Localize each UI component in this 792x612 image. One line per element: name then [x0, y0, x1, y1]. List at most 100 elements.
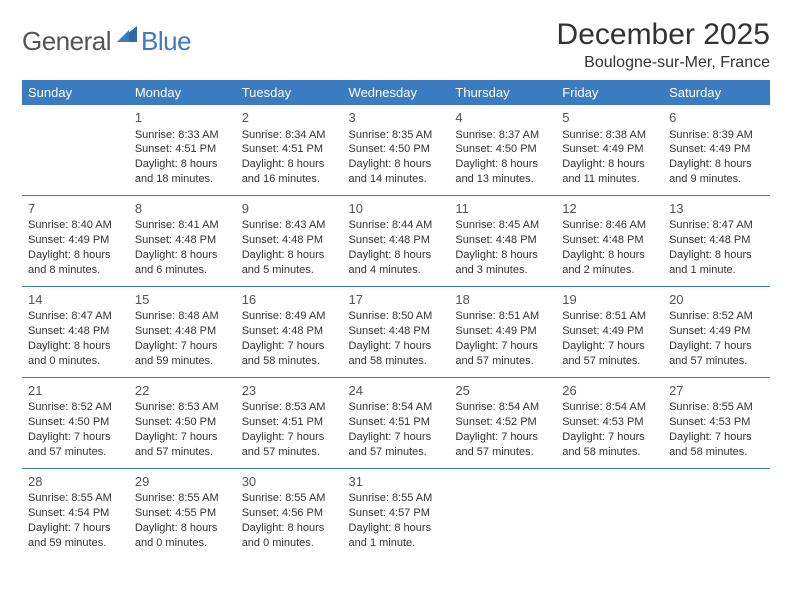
daylight-text: Daylight: 7 hours — [349, 430, 444, 445]
calendar-day-cell: 6Sunrise: 8:39 AMSunset: 4:49 PMDaylight… — [663, 105, 770, 195]
calendar-week-row: 7Sunrise: 8:40 AMSunset: 4:49 PMDaylight… — [22, 195, 770, 286]
day-number: 11 — [455, 200, 550, 218]
sunrise-text: Sunrise: 8:48 AM — [135, 309, 230, 324]
title-block: December 2025 Boulogne-sur-Mer, France — [557, 18, 770, 72]
daylight-text: and 58 minutes. — [562, 445, 657, 460]
sunrise-text: Sunrise: 8:54 AM — [455, 400, 550, 415]
sunrise-text: Sunrise: 8:54 AM — [562, 400, 657, 415]
daylight-text: Daylight: 7 hours — [135, 430, 230, 445]
sunrise-text: Sunrise: 8:38 AM — [562, 128, 657, 143]
sunset-text: Sunset: 4:49 PM — [669, 324, 764, 339]
sunset-text: Sunset: 4:57 PM — [349, 506, 444, 521]
sunset-text: Sunset: 4:48 PM — [455, 233, 550, 248]
day-number: 21 — [28, 382, 123, 400]
sunset-text: Sunset: 4:51 PM — [242, 415, 337, 430]
sunrise-text: Sunrise: 8:45 AM — [455, 218, 550, 233]
day-header: Sunday — [22, 80, 129, 105]
daylight-text: Daylight: 8 hours — [455, 157, 550, 172]
sunset-text: Sunset: 4:49 PM — [562, 142, 657, 157]
day-number: 25 — [455, 382, 550, 400]
calendar-day-cell: 10Sunrise: 8:44 AMSunset: 4:48 PMDayligh… — [343, 195, 450, 286]
calendar-day-cell: 14Sunrise: 8:47 AMSunset: 4:48 PMDayligh… — [22, 286, 129, 377]
calendar-empty-cell — [556, 468, 663, 558]
calendar-day-cell: 16Sunrise: 8:49 AMSunset: 4:48 PMDayligh… — [236, 286, 343, 377]
daylight-text: Daylight: 8 hours — [135, 248, 230, 263]
daylight-text: and 57 minutes. — [455, 354, 550, 369]
daylight-text: Daylight: 7 hours — [28, 430, 123, 445]
day-number: 5 — [562, 109, 657, 127]
daylight-text: and 57 minutes. — [349, 445, 444, 460]
sunrise-text: Sunrise: 8:51 AM — [562, 309, 657, 324]
calendar-day-cell: 13Sunrise: 8:47 AMSunset: 4:48 PMDayligh… — [663, 195, 770, 286]
daylight-text: and 57 minutes. — [28, 445, 123, 460]
sunset-text: Sunset: 4:48 PM — [135, 233, 230, 248]
daylight-text: and 1 minute. — [349, 536, 444, 551]
day-header: Wednesday — [343, 80, 450, 105]
daylight-text: and 14 minutes. — [349, 172, 444, 187]
daylight-text: and 58 minutes. — [349, 354, 444, 369]
day-number: 13 — [669, 200, 764, 218]
daylight-text: Daylight: 7 hours — [455, 430, 550, 445]
sunrise-text: Sunrise: 8:46 AM — [562, 218, 657, 233]
daylight-text: and 8 minutes. — [28, 263, 123, 278]
calendar-day-cell: 15Sunrise: 8:48 AMSunset: 4:48 PMDayligh… — [129, 286, 236, 377]
calendar-empty-cell — [663, 468, 770, 558]
sunset-text: Sunset: 4:49 PM — [28, 233, 123, 248]
sunrise-text: Sunrise: 8:52 AM — [669, 309, 764, 324]
day-number: 22 — [135, 382, 230, 400]
calendar-day-cell: 11Sunrise: 8:45 AMSunset: 4:48 PMDayligh… — [449, 195, 556, 286]
calendar-empty-cell — [449, 468, 556, 558]
sunrise-text: Sunrise: 8:50 AM — [349, 309, 444, 324]
day-number: 15 — [135, 291, 230, 309]
calendar-day-cell: 28Sunrise: 8:55 AMSunset: 4:54 PMDayligh… — [22, 468, 129, 558]
daylight-text: and 13 minutes. — [455, 172, 550, 187]
sunset-text: Sunset: 4:50 PM — [135, 415, 230, 430]
daylight-text: and 6 minutes. — [135, 263, 230, 278]
sunrise-text: Sunrise: 8:43 AM — [242, 218, 337, 233]
day-number: 31 — [349, 473, 444, 491]
calendar-day-cell: 9Sunrise: 8:43 AMSunset: 4:48 PMDaylight… — [236, 195, 343, 286]
logo: General Blue — [22, 18, 191, 59]
calendar-day-cell: 3Sunrise: 8:35 AMSunset: 4:50 PMDaylight… — [343, 105, 450, 195]
daylight-text: Daylight: 7 hours — [669, 430, 764, 445]
daylight-text: Daylight: 7 hours — [242, 430, 337, 445]
calendar-empty-cell — [22, 105, 129, 195]
calendar-day-cell: 5Sunrise: 8:38 AMSunset: 4:49 PMDaylight… — [556, 105, 663, 195]
daylight-text: and 16 minutes. — [242, 172, 337, 187]
day-number: 17 — [349, 291, 444, 309]
sunset-text: Sunset: 4:51 PM — [242, 142, 337, 157]
calendar-day-cell: 31Sunrise: 8:55 AMSunset: 4:57 PMDayligh… — [343, 468, 450, 558]
sunset-text: Sunset: 4:55 PM — [135, 506, 230, 521]
sunset-text: Sunset: 4:52 PM — [455, 415, 550, 430]
calendar-day-cell: 29Sunrise: 8:55 AMSunset: 4:55 PMDayligh… — [129, 468, 236, 558]
sunset-text: Sunset: 4:49 PM — [455, 324, 550, 339]
day-header: Friday — [556, 80, 663, 105]
daylight-text: and 57 minutes. — [669, 354, 764, 369]
sunrise-text: Sunrise: 8:55 AM — [349, 491, 444, 506]
daylight-text: Daylight: 7 hours — [562, 339, 657, 354]
sunset-text: Sunset: 4:48 PM — [135, 324, 230, 339]
day-number: 20 — [669, 291, 764, 309]
day-number: 1 — [135, 109, 230, 127]
sunset-text: Sunset: 4:48 PM — [28, 324, 123, 339]
sunset-text: Sunset: 4:49 PM — [669, 142, 764, 157]
calendar-day-cell: 12Sunrise: 8:46 AMSunset: 4:48 PMDayligh… — [556, 195, 663, 286]
sunset-text: Sunset: 4:49 PM — [562, 324, 657, 339]
calendar-day-cell: 22Sunrise: 8:53 AMSunset: 4:50 PMDayligh… — [129, 377, 236, 468]
day-number: 7 — [28, 200, 123, 218]
calendar-week-row: 21Sunrise: 8:52 AMSunset: 4:50 PMDayligh… — [22, 377, 770, 468]
day-number: 12 — [562, 200, 657, 218]
daylight-text: Daylight: 8 hours — [135, 521, 230, 536]
daylight-text: Daylight: 8 hours — [562, 248, 657, 263]
calendar-day-cell: 17Sunrise: 8:50 AMSunset: 4:48 PMDayligh… — [343, 286, 450, 377]
page-header: General Blue December 2025 Boulogne-sur-… — [22, 18, 770, 72]
daylight-text: and 0 minutes. — [242, 536, 337, 551]
location-label: Boulogne-sur-Mer, France — [557, 54, 770, 72]
sunrise-text: Sunrise: 8:37 AM — [455, 128, 550, 143]
sunrise-text: Sunrise: 8:49 AM — [242, 309, 337, 324]
sunset-text: Sunset: 4:53 PM — [669, 415, 764, 430]
sunrise-text: Sunrise: 8:41 AM — [135, 218, 230, 233]
day-number: 4 — [455, 109, 550, 127]
daylight-text: Daylight: 8 hours — [28, 339, 123, 354]
daylight-text: Daylight: 8 hours — [242, 248, 337, 263]
